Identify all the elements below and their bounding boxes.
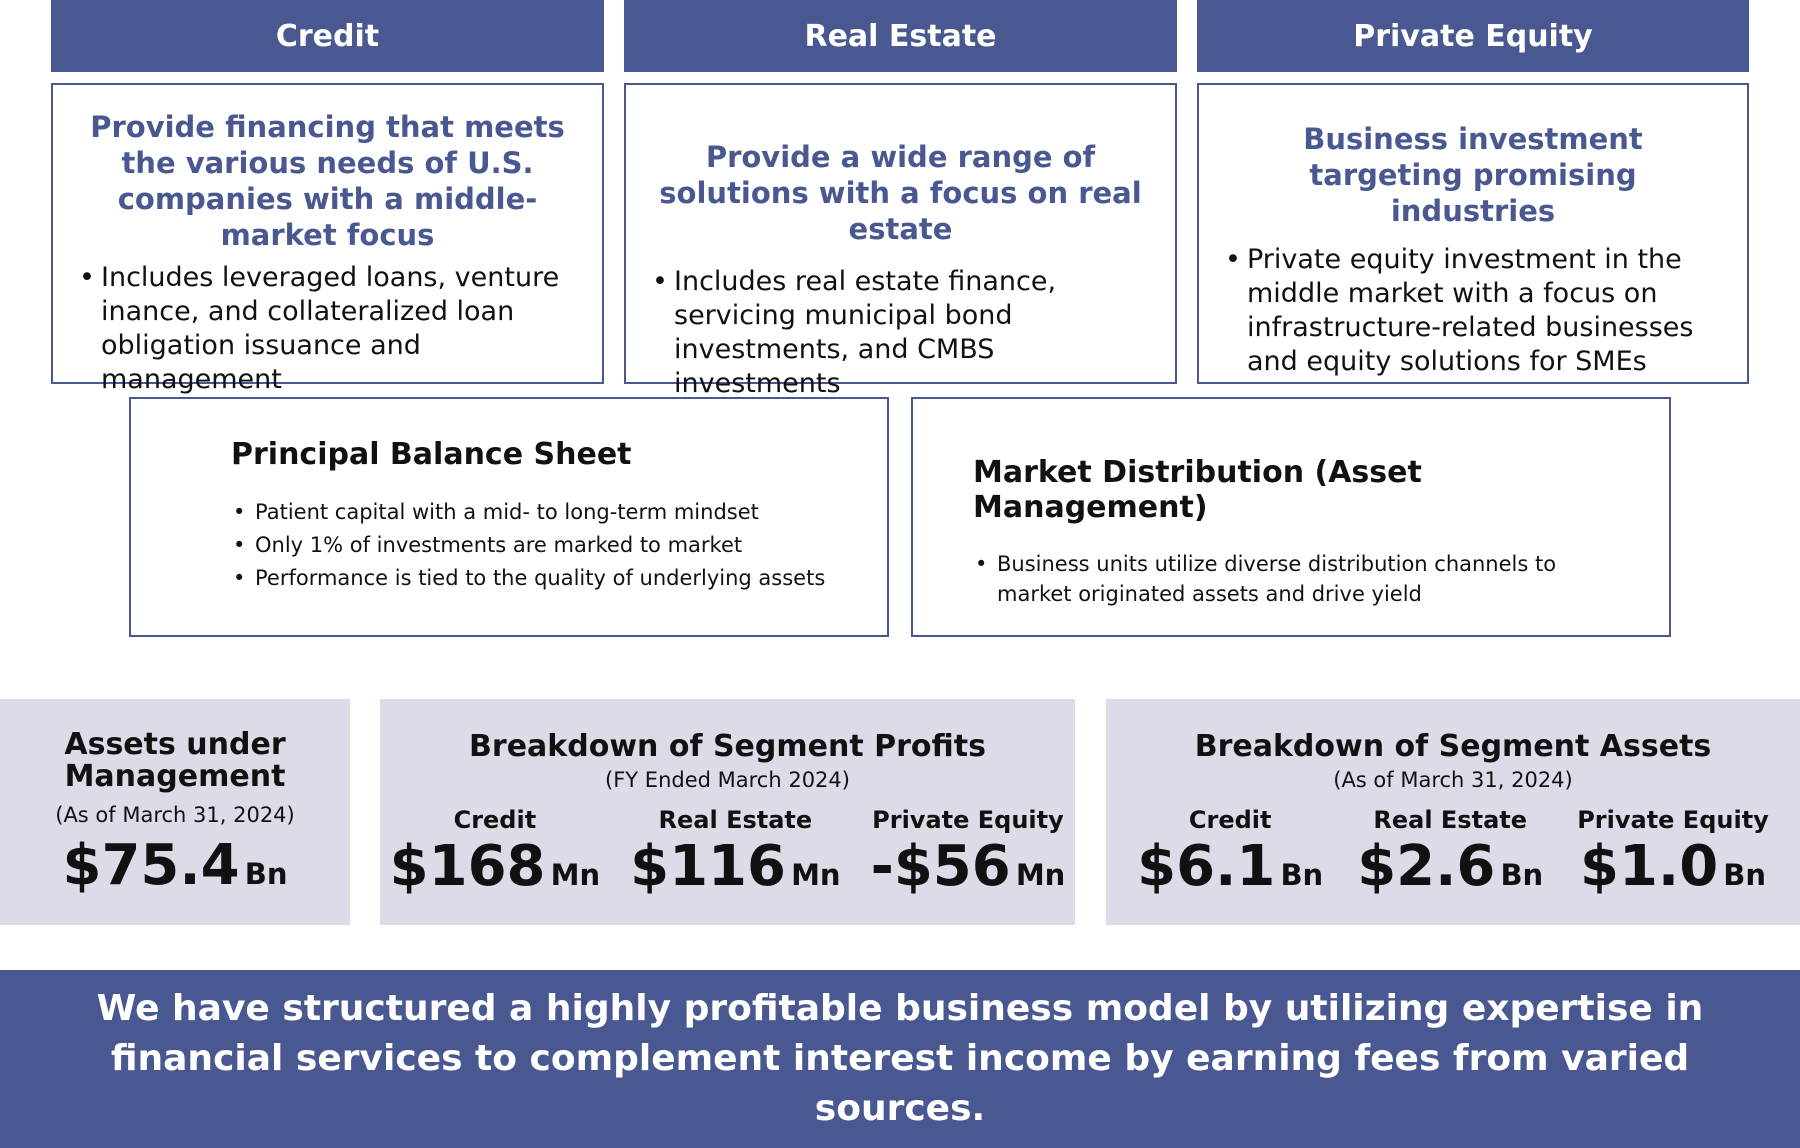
segment-profits-subtitle: (FY Ended March 2024): [605, 768, 850, 792]
segment-asset-label: Credit: [1188, 806, 1272, 834]
segment-profit-value: $168: [389, 834, 546, 899]
segment-profit-value: -$56: [870, 834, 1011, 899]
segment-assets-panel: Breakdown of Segment Assets (As of March…: [1106, 699, 1800, 925]
principal-balance-sheet-list: Patient capital with a mid- to long-term…: [231, 496, 887, 595]
segment-header-label: Real Estate: [804, 18, 997, 54]
segment-asset-unit: Bn: [1723, 858, 1767, 892]
segment-profit-unit: Mn: [1015, 858, 1066, 892]
segment-card-credit: Provide financing that meets the various…: [51, 83, 604, 395]
market-distribution-list: Business units utilize diverse distribut…: [973, 549, 1619, 609]
segment-profit-value: $116: [630, 834, 786, 899]
segment-assets-subtitle: (As of March 31, 2024): [1333, 768, 1573, 792]
list-item: Patient capital with a mid- to long-term…: [231, 496, 887, 529]
principal-balance-sheet-title: Principal Balance Sheet: [231, 437, 632, 472]
segment-profit-label: Credit: [453, 806, 537, 834]
segment-bullet-list: Includes real estate finance, servicing …: [650, 265, 1151, 401]
segment-profits-title: Breakdown of Segment Profits: [469, 729, 986, 764]
market-distribution-title: Market Distribution (Asset Management): [973, 455, 1422, 525]
segment-bullet-list: Private equity investment in the middle …: [1223, 243, 1723, 379]
segment-profit-real-estate: Real Estate $116 Mn: [630, 806, 840, 899]
segment-bullet: Includes real estate finance, servicing …: [650, 265, 1151, 401]
segment-profits-row: Credit $168 Mn Real Estate $116 Mn Priva…: [380, 806, 1075, 899]
segment-asset-unit: Bn: [1280, 858, 1324, 892]
segment-asset-credit: Credit $6.1 Bn: [1137, 806, 1323, 899]
segment-header-private-equity: Private Equity: [1197, 0, 1749, 72]
segment-asset-private-equity: Private Equity $1.0 Bn: [1577, 806, 1769, 899]
segment-profit-label: Real Estate: [658, 806, 813, 834]
segment-heading: Provide financing that meets the various…: [90, 110, 565, 252]
segment-bullet: Includes leveraged loans, venture inance…: [77, 261, 578, 397]
segment-header-credit: Credit: [51, 0, 604, 72]
aum-value-row: $75.4 Bn: [0, 833, 350, 898]
segment-asset-unit: Bn: [1500, 858, 1544, 892]
segment-assets-row: Credit $6.1 Bn Real Estate $2.6 Bn Priva…: [1106, 806, 1800, 899]
segment-profits-panel: Breakdown of Segment Profits (FY Ended M…: [380, 699, 1075, 925]
segment-profit-label: Private Equity: [872, 806, 1064, 834]
segment-header-real-estate: Real Estate: [624, 0, 1177, 72]
segment-bullet-list: Includes leveraged loans, venture inance…: [77, 261, 578, 397]
aum-value: $75.4: [62, 833, 240, 898]
segment-assets-title: Breakdown of Segment Assets: [1194, 729, 1712, 764]
aum-subtitle: (As of March 31, 2024): [55, 803, 295, 827]
segment-header-label: Credit: [275, 18, 380, 54]
segment-card-real-estate: Provide a wide range of solutions with a…: [624, 83, 1177, 399]
segment-heading: Business investment targeting promising …: [1303, 122, 1643, 228]
principal-balance-sheet-card: Principal Balance Sheet Patient capital …: [129, 397, 889, 637]
segment-asset-value: $2.6: [1357, 834, 1496, 899]
segment-heading: Provide a wide range of solutions with a…: [659, 140, 1142, 246]
segment-profit-unit: Mn: [791, 858, 841, 892]
segment-asset-value: $6.1: [1137, 834, 1276, 899]
segment-profit-credit: Credit $168 Mn: [390, 806, 600, 899]
segment-asset-label: Private Equity: [1577, 806, 1769, 834]
segment-card-private-equity: Business investment targeting promising …: [1197, 83, 1749, 384]
segment-asset-value: $1.0: [1580, 834, 1719, 899]
segment-profit-unit: Mn: [550, 858, 601, 892]
segment-asset-label: Real Estate: [1373, 806, 1528, 834]
aum-unit: Bn: [244, 857, 288, 891]
list-item: Business units utilize diverse distribut…: [973, 549, 1619, 609]
segment-header-label: Private Equity: [1353, 18, 1593, 54]
business-model-statement: We have structured a highly profitable b…: [96, 988, 1704, 1129]
segment-bullet: Private equity investment in the middle …: [1223, 243, 1723, 379]
market-distribution-card: Market Distribution (Asset Management) B…: [911, 397, 1671, 637]
aum-title: Assets under Management: [64, 727, 286, 794]
business-model-banner: We have structured a highly profitable b…: [0, 970, 1800, 1148]
list-item: Performance is tied to the quality of un…: [231, 562, 887, 595]
segment-profit-private-equity: Private Equity -$56 Mn: [871, 806, 1066, 899]
list-item: Only 1% of investments are marked to mar…: [231, 529, 887, 562]
segment-asset-real-estate: Real Estate $2.6 Bn: [1357, 806, 1543, 899]
aum-panel: Assets under Management (As of March 31,…: [0, 699, 350, 925]
